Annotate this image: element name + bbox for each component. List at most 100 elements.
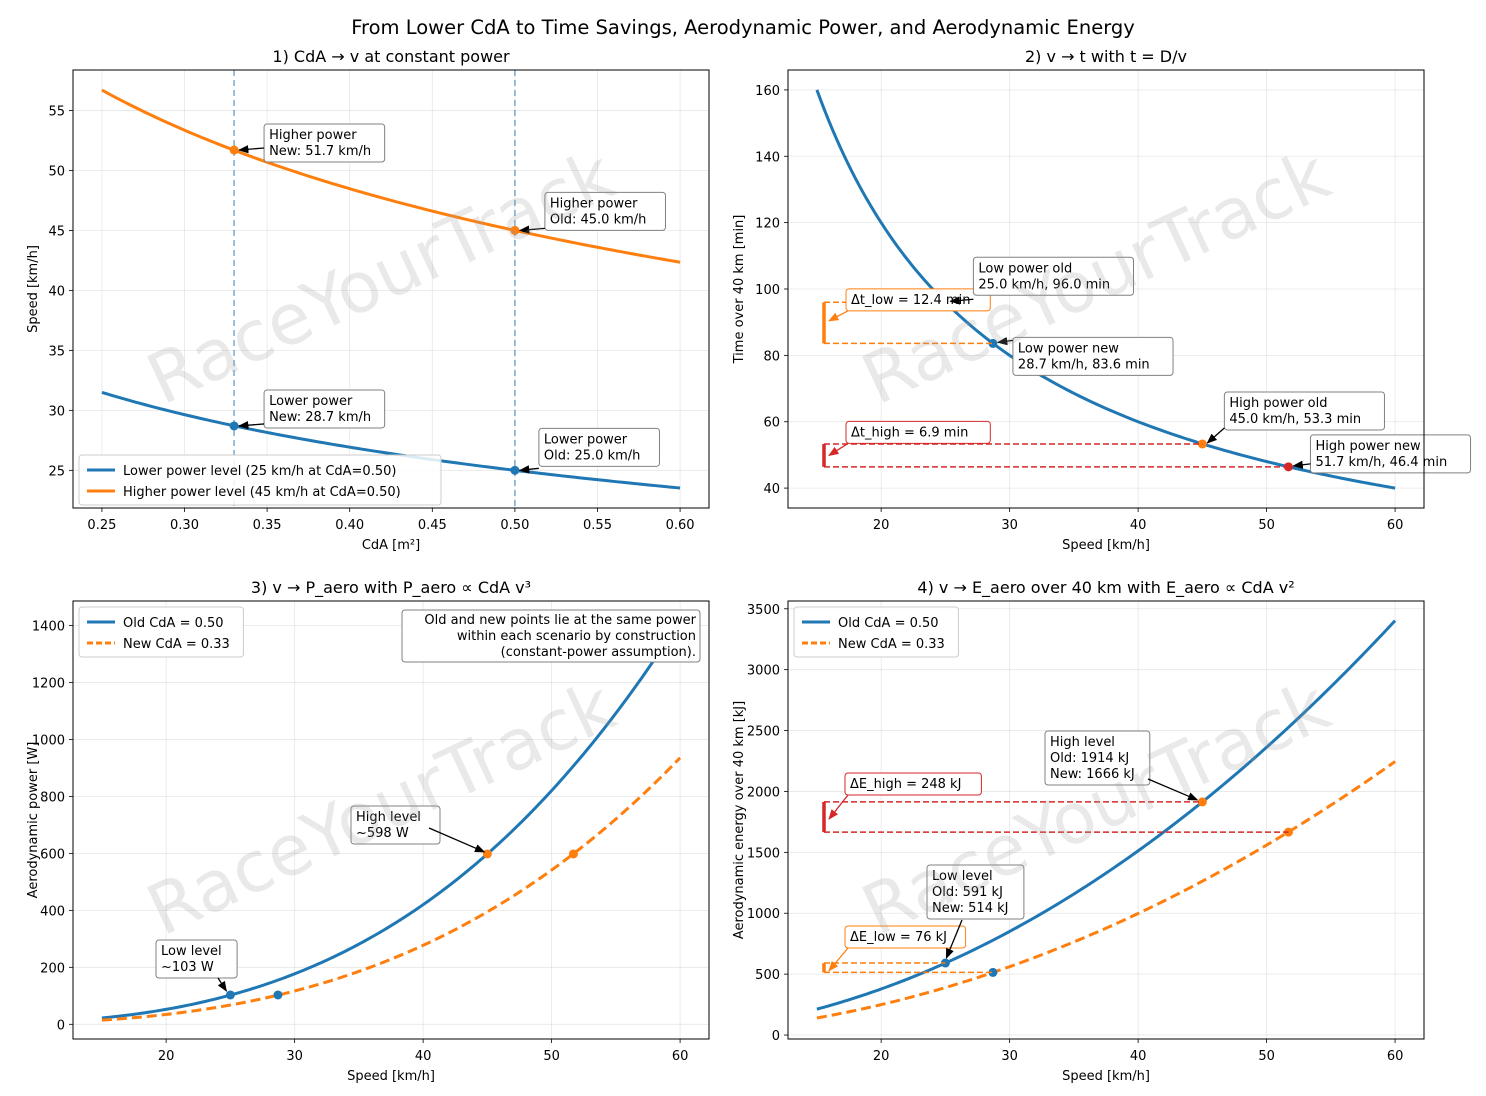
annotation-box	[155, 939, 238, 979]
y-axis-label: Speed [km/h]	[26, 245, 41, 333]
annotation-text: Δt_high = 6.9 min	[851, 425, 968, 440]
annotation-text: Old: 45.0 km/h	[550, 212, 647, 227]
annotation-arrow	[828, 442, 849, 456]
watermark: RaceYourTrack	[135, 133, 627, 421]
annotation-box	[544, 191, 666, 231]
note-frame	[401, 609, 701, 663]
annotation-arrow	[1292, 460, 1311, 469]
x-tick-label: 0.55	[583, 518, 612, 533]
y-tick-label: 60	[763, 416, 780, 431]
x-tick-label: 30	[286, 1049, 303, 1064]
legend: Old CdA = 0.50 New CdA = 0.33	[78, 606, 244, 658]
x-tick-label: 60	[1387, 1049, 1404, 1064]
annotation-text: New: 51.7 km/h	[269, 144, 371, 159]
note-text: Old and new points lie at the same power	[424, 613, 696, 628]
y-axis-label: Aerodynamic power [W]	[26, 742, 41, 899]
x-tick-label: 60	[1387, 518, 1404, 533]
x-tick-label: 20	[873, 1049, 890, 1064]
annotation-box	[844, 772, 982, 796]
annotation-text: 51.7 km/h, 46.4 min	[1315, 455, 1447, 470]
data-point	[510, 225, 520, 235]
y-tick-label: 3000	[747, 664, 780, 679]
annotation-arrow	[996, 337, 1014, 346]
y-tick-label: 40	[763, 482, 780, 497]
annotation-arrow	[238, 145, 265, 154]
x-tick-label: 0.60	[666, 518, 695, 533]
annotation-text: Low power new	[1018, 341, 1119, 356]
annotation-text: Old: 591 kJ	[932, 885, 1003, 900]
y-tick-label: 800	[40, 790, 65, 805]
series-line	[101, 390, 681, 490]
annotation-arrow	[945, 919, 963, 960]
annotation-arrow	[1147, 778, 1199, 801]
y-tick-label: 45	[48, 224, 65, 239]
data-point	[229, 421, 239, 431]
y-tick-label: 50	[48, 164, 65, 179]
axes-frame	[787, 600, 1425, 1040]
annotation-text: Δt_low = 12.4 min	[851, 293, 970, 308]
y-tick-label: 120	[755, 217, 780, 232]
annotation-arrow	[949, 296, 974, 305]
annotation-box	[926, 864, 1025, 920]
series-line	[101, 619, 682, 1020]
annotation-arrow	[518, 465, 539, 474]
annotation-text: Higher power	[269, 128, 357, 143]
delta-bracket: Δt_low = 12.4 min	[822, 288, 993, 345]
panel-1: 0.25 0.30 0.35 0.40 0.45 0.50 0.55 0.60 25 30 35 40…	[26, 47, 710, 553]
legend-label: New CdA = 0.33	[123, 637, 230, 652]
panel-title: 2) v → t with t = D/v	[1025, 47, 1187, 66]
watermark: RaceYourTrack	[850, 664, 1342, 952]
legend-frame	[793, 606, 959, 658]
x-tick-label: 30	[1001, 518, 1018, 533]
y-tick-label: 1500	[747, 846, 780, 861]
legend-frame	[78, 454, 442, 506]
annotation-text: New: 1666 kJ	[1050, 767, 1135, 782]
y-tick-label: 600	[40, 847, 65, 862]
delta-bracket: Δt_high = 6.9 min	[822, 420, 1289, 468]
x-tick-label: 0.40	[335, 518, 364, 533]
y-tick-label: 500	[755, 968, 780, 983]
y-axis-label: Aerodynamic energy over 40 km [kJ]	[732, 701, 747, 939]
y-tick-label: 160	[755, 84, 780, 99]
y-tick-label: 0	[57, 1018, 65, 1033]
note-box: Old and new points lie at the same power…	[401, 609, 701, 663]
y-tick-label: 35	[48, 344, 65, 359]
y-tick-label: 100	[755, 283, 780, 298]
delta-bracket: ΔE_low = 76 kJ	[822, 925, 993, 974]
annotation-text: Low level	[932, 869, 993, 884]
annotation-text: Lower power	[269, 394, 353, 409]
annotation-text: 28.7 km/h, 83.6 min	[1018, 357, 1150, 372]
annotation-box	[350, 805, 441, 845]
annotation-text: High power new	[1315, 439, 1421, 454]
panel-4: 20 30 40 50 60 0 500 1000 1500 2000 2500 3000 3500 Sp…	[732, 578, 1425, 1084]
plot-area	[101, 619, 682, 1022]
annotation-box	[263, 123, 386, 163]
axes-frame	[72, 69, 710, 509]
y-tick-label: 2000	[747, 785, 780, 800]
annotation-text: 45.0 km/h, 53.3 min	[1229, 412, 1361, 427]
annotation-text: High level	[1050, 735, 1115, 750]
legend-label: Higher power level (45 km/h at CdA=0.50)	[123, 485, 401, 500]
series-line	[816, 760, 1396, 1020]
note-text: within each scenario by construction	[457, 629, 696, 644]
x-tick-label: 0.25	[87, 518, 116, 533]
x-tick-label: 60	[672, 1049, 689, 1064]
legend-label: Lower power level (25 km/h at CdA=0.50)	[123, 464, 396, 479]
figure-suptitle: From Lower CdA to Time Savings, Aerodyna…	[351, 16, 1135, 39]
y-tick-label: 80	[763, 349, 780, 364]
delta-label: ΔE_low = 76 kJ	[828, 925, 967, 972]
axes-frame	[72, 600, 710, 1040]
annotation-text: Old: 25.0 km/h	[544, 448, 641, 463]
y-tick-label: 400	[40, 904, 65, 919]
data-point	[988, 967, 998, 977]
annotation-box	[844, 925, 967, 949]
x-tick-label: 0.35	[253, 518, 282, 533]
x-tick-label: 50	[543, 1049, 560, 1064]
